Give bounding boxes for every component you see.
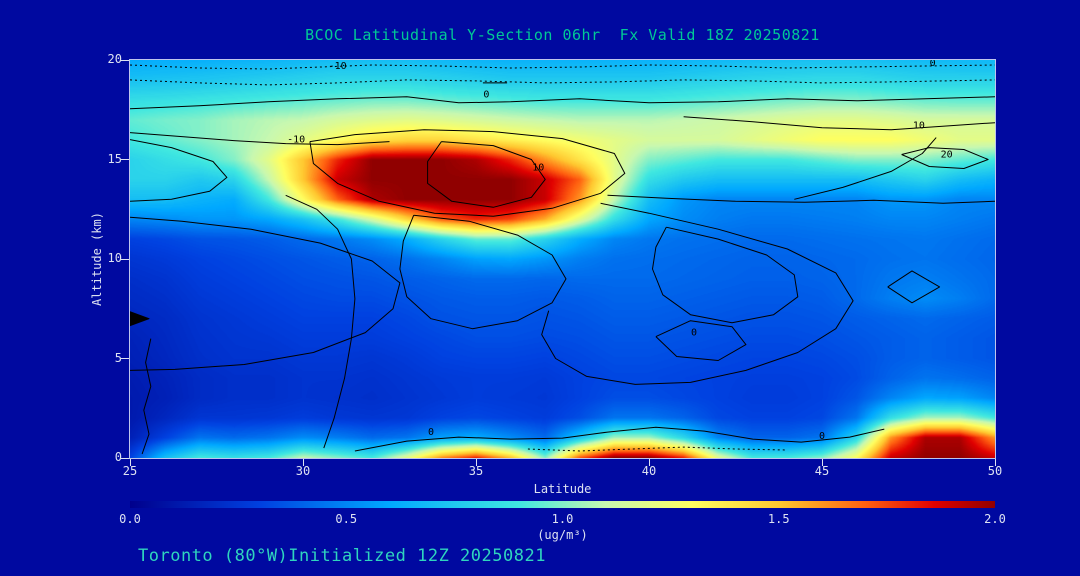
contour-label: 0 — [691, 328, 697, 339]
y-tick-mark — [121, 159, 129, 160]
contour-line — [655, 320, 747, 361]
plot-area: -10 0 0 -10 10 10 20 0 0 0 — [129, 59, 996, 459]
y-tick-label: 20 — [107, 52, 122, 66]
x-tick-label: 50 — [987, 464, 1003, 478]
contour-overlay: -10 0 0 -10 10 10 20 0 0 0 — [130, 60, 995, 455]
contour-line — [130, 139, 228, 202]
x-tick-label: 40 — [641, 464, 657, 478]
y-tick-label: 0 — [114, 450, 122, 464]
x-tick-mark — [475, 459, 477, 466]
contour-label: -10 — [329, 61, 347, 72]
contour-line — [527, 446, 788, 452]
colorbar-units: (ug/m³) — [537, 528, 588, 542]
y-tick-label: 5 — [114, 350, 122, 365]
x-tick-mark — [129, 459, 131, 466]
contour-label: 0 — [428, 427, 434, 438]
contour-label: 10 — [532, 162, 544, 173]
contour-line — [130, 311, 150, 327]
contour-label: 0 — [483, 89, 489, 100]
y-tick-label: 15 — [107, 151, 122, 166]
contour-line — [541, 202, 854, 385]
contour-label: -10 — [287, 135, 305, 146]
y-tick-mark — [121, 457, 129, 459]
contour-line — [309, 129, 626, 217]
contour-line — [901, 147, 989, 169]
contour-line — [794, 137, 937, 200]
contour-line — [130, 216, 401, 371]
contour-line — [130, 79, 995, 86]
contour-line — [354, 426, 885, 452]
contour-line — [130, 64, 995, 70]
x-tick-mark — [302, 459, 304, 466]
contour-line — [887, 270, 941, 304]
x-tick-mark — [994, 459, 996, 466]
contour-line — [130, 96, 995, 110]
contour-label: 0 — [819, 431, 825, 442]
colorbar-gradient — [130, 501, 995, 508]
x-axis-title: Latitude — [533, 482, 592, 496]
contour-label: 0 — [930, 60, 936, 69]
contour-line — [399, 214, 567, 330]
colorbar-tick-label: 0.0 — [119, 512, 141, 526]
colorbar-tick-label: 1.5 — [767, 512, 790, 526]
x-tick-label: 25 — [122, 464, 138, 478]
contour-line — [652, 226, 799, 324]
contour-line — [141, 338, 152, 455]
contour-line — [130, 132, 390, 146]
contour-line — [607, 194, 995, 204]
y-tick-mark — [121, 59, 129, 61]
contour-line — [285, 194, 356, 449]
footer-text: Toronto (80°W)Initialized 12Z 20250821 — [138, 546, 546, 566]
y-tick-mark — [121, 258, 129, 260]
x-tick-label: 30 — [295, 464, 311, 478]
contour-label: 20 — [941, 150, 953, 161]
x-tick-mark — [648, 459, 650, 466]
colorbar-tick-label: 1.0 — [551, 512, 574, 526]
x-tick-mark — [821, 459, 823, 466]
contour-line — [683, 116, 995, 131]
y-tick-mark — [121, 358, 129, 359]
x-tick-label: 35 — [468, 464, 484, 478]
heatmap-canvas — [130, 60, 995, 458]
x-tick-label: 45 — [814, 464, 830, 478]
colorbar-tick-label: 2.0 — [984, 512, 1006, 526]
contour-line — [427, 141, 546, 208]
contour-label: 10 — [913, 121, 925, 132]
y-tick-label: 10 — [107, 251, 122, 265]
colorbar-tick-label: 0.5 — [335, 512, 358, 526]
plot-title: BCOC Latitudinal Y-Section 06hr Fx Valid… — [305, 26, 820, 44]
